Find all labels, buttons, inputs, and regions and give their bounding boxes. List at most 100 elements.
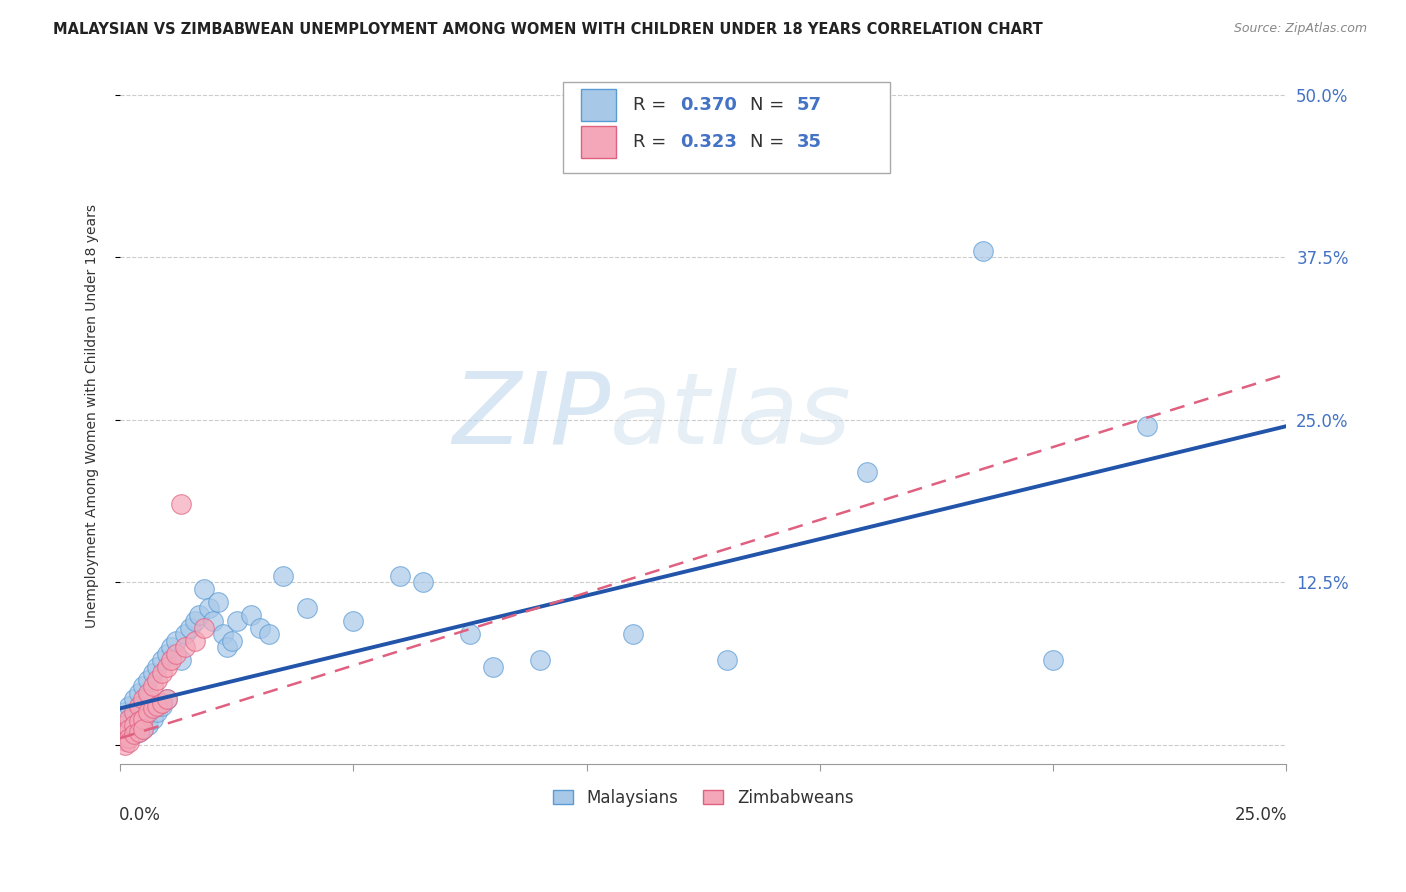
Bar (564, 82, 890, 173)
Point (193, 582, 215, 596)
Text: 25.0%: 25.0% (1234, 806, 1288, 824)
Point (122, 727, 145, 741)
Point (118, 718, 141, 732)
Point (156, 659, 179, 673)
Text: 0.323: 0.323 (681, 133, 737, 151)
Point (146, 705, 169, 719)
Point (193, 621, 215, 635)
Point (207, 595, 229, 609)
Point (188, 607, 211, 622)
Point (142, 712, 165, 726)
Point (146, 673, 169, 687)
Point (225, 614, 247, 628)
Point (295, 601, 318, 615)
Point (132, 679, 155, 693)
Point (239, 607, 262, 622)
Point (170, 653, 193, 667)
Point (108, 724, 131, 739)
Text: N =: N = (749, 133, 790, 151)
Point (136, 673, 159, 687)
Point (150, 698, 173, 713)
Text: N =: N = (749, 95, 790, 113)
Point (118, 731, 141, 746)
Point (529, 653, 551, 667)
Point (114, 718, 136, 732)
Point (184, 633, 207, 648)
Point (160, 653, 183, 667)
Point (118, 712, 141, 726)
Text: 0.0%: 0.0% (120, 806, 160, 824)
Point (132, 722, 155, 736)
Point (128, 724, 150, 739)
Point (458, 627, 481, 641)
Text: MALAYSIAN VS ZIMBABWEAN UNEMPLOYMENT AMONG WOMEN WITH CHILDREN UNDER 18 YEARS CO: MALAYSIAN VS ZIMBABWEAN UNEMPLOYMENT AMO… (53, 22, 1043, 37)
Point (142, 666, 165, 681)
Point (273, 568, 295, 582)
Point (146, 659, 169, 673)
Bar (581, 89, 616, 120)
Text: atlas: atlas (610, 368, 852, 465)
Point (156, 647, 179, 661)
Point (114, 705, 136, 719)
Point (128, 705, 150, 719)
Point (150, 696, 173, 710)
Point (621, 627, 644, 641)
Point (128, 686, 150, 700)
Text: R =: R = (633, 95, 672, 113)
Point (136, 718, 159, 732)
Point (142, 701, 165, 715)
Text: ZIP: ZIP (451, 368, 610, 465)
Point (132, 692, 155, 706)
Point (122, 727, 145, 741)
Bar (581, 127, 616, 158)
Point (202, 614, 225, 628)
Text: R =: R = (633, 133, 672, 151)
Point (118, 731, 141, 746)
Point (482, 659, 505, 673)
Point (128, 698, 150, 713)
Point (122, 718, 145, 732)
Point (150, 653, 173, 667)
Legend: Malaysians, Zimbabweans: Malaysians, Zimbabweans (546, 780, 862, 815)
Point (122, 705, 145, 719)
Point (132, 712, 155, 726)
Point (716, 653, 738, 667)
Point (136, 705, 159, 719)
Point (142, 679, 165, 693)
Point (156, 692, 179, 706)
Point (122, 692, 145, 706)
Point (184, 614, 207, 628)
Point (174, 640, 197, 655)
Point (389, 568, 412, 582)
Point (972, 244, 994, 258)
Point (412, 575, 434, 590)
Text: Source: ZipAtlas.com: Source: ZipAtlas.com (1233, 22, 1367, 36)
Point (217, 640, 239, 655)
Text: 35: 35 (797, 133, 821, 151)
Point (150, 666, 173, 681)
Y-axis label: Unemployment Among Women with Children Under 18 years: Unemployment Among Women with Children U… (86, 204, 100, 628)
Point (1135, 419, 1157, 434)
Point (118, 722, 141, 736)
Point (114, 727, 136, 741)
Point (1042, 653, 1064, 667)
Point (114, 724, 136, 739)
Point (249, 621, 271, 635)
Point (114, 734, 136, 748)
Point (174, 627, 197, 641)
Point (221, 633, 243, 648)
Point (165, 647, 187, 661)
Point (114, 738, 136, 752)
Text: 0.370: 0.370 (681, 95, 737, 113)
Point (128, 714, 150, 729)
Point (170, 497, 193, 511)
Point (165, 633, 187, 648)
Point (146, 698, 169, 713)
Point (118, 698, 141, 713)
Point (132, 698, 155, 713)
Point (136, 686, 159, 700)
Point (259, 627, 281, 641)
Point (197, 601, 219, 615)
Point (118, 735, 141, 749)
Point (108, 731, 131, 746)
